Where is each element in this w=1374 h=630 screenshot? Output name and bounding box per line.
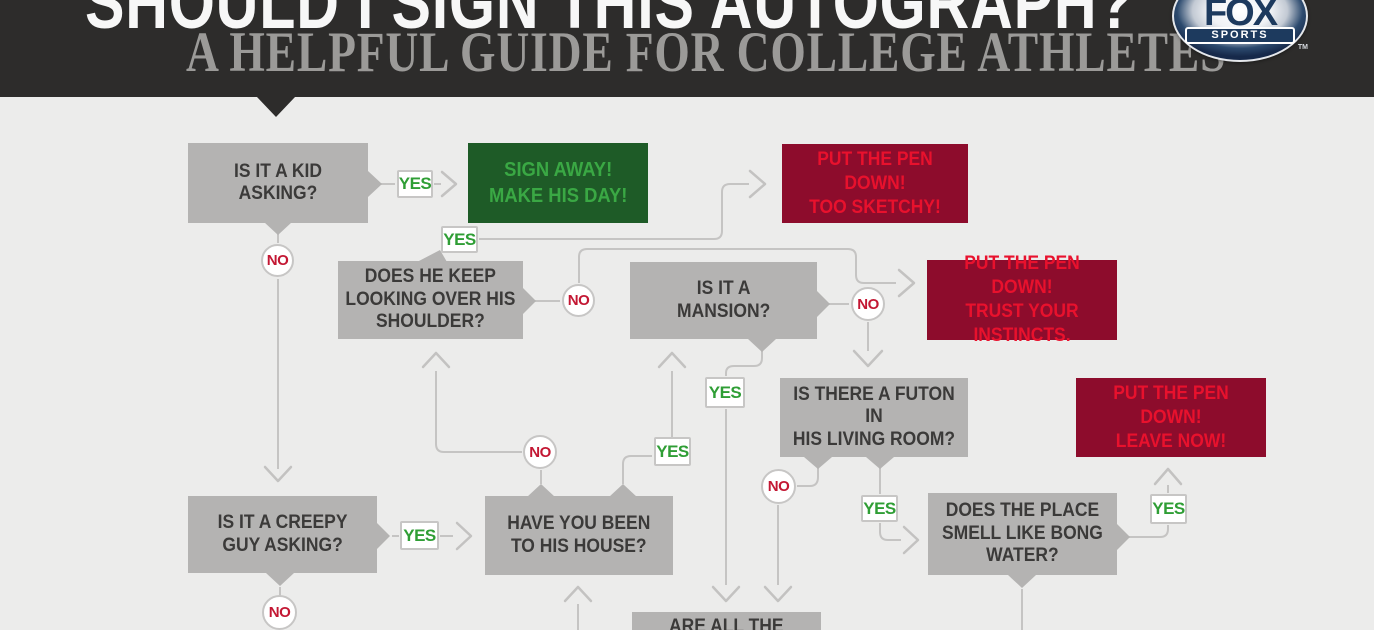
no-label-kid: NO [261, 244, 294, 277]
sports-logo-banner: SPORTS [1185, 27, 1295, 44]
tail-creepy-right [377, 523, 390, 549]
outcome-box-sign-away: SIGN AWAY! MAKE HIS DAY! [468, 143, 648, 223]
arrowhead-to-instincts [897, 268, 916, 298]
connector-house-no [435, 371, 542, 484]
tail-futon-mid [866, 457, 894, 469]
tail-kid-bottom [264, 222, 292, 235]
arrowhead-to-sketchy [748, 169, 767, 199]
yes-label-futon: YES [861, 495, 898, 522]
page-subtitle: A HELPFUL GUIDE FOR COLLEGE ATHLETES [186, 21, 1227, 84]
arrowhead-to-leave [1153, 467, 1183, 486]
outcome-box-too-sketchy: PUT THE PEN DOWN! TOO SKETCHY! [782, 144, 968, 223]
question-box-partial-bottom: ARE ALL THE [632, 612, 821, 630]
no-label-house: NO [523, 435, 557, 469]
connector-house-yes [622, 371, 673, 484]
question-box-kid: IS IT A KID ASKING? [188, 143, 368, 223]
yes-label-house: YES [654, 437, 691, 466]
fox-logo-text: FOX [1203, 0, 1278, 34]
arrowhead-to-creepy [263, 465, 293, 483]
trademark-symbol: TM [1297, 44, 1308, 51]
no-label-futon: NO [761, 469, 796, 504]
tail-bong-right [1117, 524, 1130, 550]
no-label-mansion: NO [851, 287, 885, 321]
outcome-box-trust-instincts: PUT THE PEN DOWN! TRUST YOUR INSTINCTS. [927, 253, 1117, 346]
yes-label-kid: YES [397, 170, 433, 198]
arrowhead-to-house [455, 521, 473, 551]
yes-label-bong: YES [1150, 494, 1187, 524]
question-box-bong: DOES THE PLACE SMELL LIKE BONG WATER? [928, 493, 1117, 575]
arrowhead-up-to-house [563, 585, 593, 603]
page-title: SHOULD I SIGN THIS AUTOGRAPH? [85, 0, 1135, 44]
header-pointer-notch [257, 97, 295, 117]
question-box-shoulder: DOES HE KEEP LOOKING OVER HIS SHOULDER? [338, 261, 523, 339]
question-box-creepy: IS IT A CREEPY GUY ASKING? [188, 496, 377, 573]
arrowhead-to-bottom-left [711, 585, 741, 603]
no-label-creepy: NO [262, 595, 297, 630]
tail-bong-bottom [1008, 575, 1036, 588]
header-bar: SHOULD I SIGN THIS AUTOGRAPH? A HELPFUL … [0, 0, 1374, 97]
arrowhead-to-bottom-right [763, 585, 793, 603]
question-box-house: HAVE YOU BEEN TO HIS HOUSE? [485, 496, 673, 575]
tail-kid-right [368, 171, 382, 197]
arrowhead-to-bong [902, 525, 920, 555]
yes-label-mansion: YES [705, 377, 745, 408]
tail-mansion-bottom [748, 339, 776, 352]
no-label-shoulder: NO [562, 284, 595, 317]
arrowhead-to-sign [440, 170, 458, 198]
yes-label-creepy: YES [400, 521, 439, 550]
outcome-box-leave-now: PUT THE PEN DOWN! LEAVE NOW! [1076, 378, 1266, 457]
question-box-mansion: IS IT A MANSION? [630, 262, 817, 339]
tail-shoulder-right [523, 288, 536, 314]
question-box-futon: IS THERE A FUTON IN HIS LIVING ROOM? [780, 378, 968, 457]
fox-sports-logo: FOX SPORTS TM [1172, 0, 1308, 62]
tail-futon-left [804, 457, 832, 469]
arrowhead-to-mansion [657, 351, 687, 369]
tail-creepy-bottom [266, 573, 294, 586]
arrowhead-to-futon [852, 349, 884, 368]
tail-mansion-right [817, 291, 830, 317]
yes-label-shoulder: YES [441, 226, 478, 253]
arrowhead-to-shoulder [421, 351, 451, 369]
